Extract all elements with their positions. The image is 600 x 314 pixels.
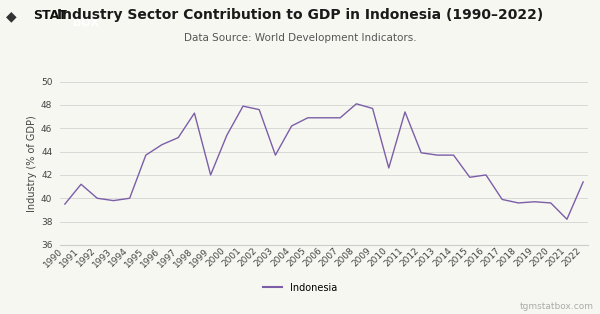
Y-axis label: Industry (% of GDP): Industry (% of GDP) [26,115,37,212]
Text: BOX: BOX [73,18,98,28]
Text: STAT: STAT [33,9,67,22]
Text: tgmstatbox.com: tgmstatbox.com [520,302,594,311]
Text: Industry Sector Contribution to GDP in Indonesia (1990–2022): Industry Sector Contribution to GDP in I… [57,8,543,22]
Text: ◆: ◆ [6,9,17,24]
Text: Data Source: World Development Indicators.: Data Source: World Development Indicator… [184,33,416,43]
Legend: Indonesia: Indonesia [259,279,341,297]
